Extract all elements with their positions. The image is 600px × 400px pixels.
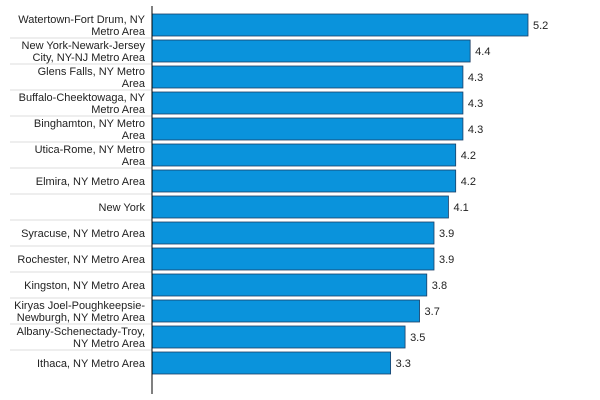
- category-label-line: Albany-Schenectady-Troy,: [17, 326, 145, 338]
- category-label: Glens Falls, NY Metro Area: [38, 66, 146, 90]
- data-label: 3.3: [396, 358, 411, 370]
- category-label: Binghamton, NY Metro Area: [34, 118, 146, 142]
- bar: [151, 325, 406, 349]
- data-label: 4.4: [475, 46, 490, 58]
- category-label: Kiryas Joel-Poughkeepsie-Newburgh, NY Me…: [14, 300, 146, 324]
- category-label-line: Newburgh, NY Metro Area: [17, 312, 146, 324]
- bar: [151, 273, 428, 297]
- category-label: Syracuse, NY Metro Area: [21, 228, 146, 240]
- data-label: 4.3: [468, 124, 483, 136]
- category-label-line: Glens Falls, NY Metro: [38, 66, 145, 78]
- bar: [151, 195, 449, 219]
- category-label: Albany-Schenectady-Troy, NY Metro Area: [17, 326, 146, 350]
- category-label-line: Metro Area: [91, 104, 146, 116]
- data-label: 3.7: [425, 306, 440, 318]
- bar: [151, 221, 435, 245]
- category-label-line: Kingston, NY Metro Area: [24, 280, 146, 292]
- category-label-line: Syracuse, NY Metro Area: [21, 228, 146, 240]
- data-label: 4.3: [468, 98, 483, 110]
- category-label: Ithaca, NY Metro Area: [37, 358, 146, 370]
- category-label-line: Area: [122, 78, 146, 90]
- bar: [151, 39, 471, 63]
- category-label-line: Area: [122, 130, 146, 142]
- bar: [151, 299, 420, 323]
- category-label: Buffalo-Cheektowaga, NY Metro Area: [19, 92, 146, 116]
- category-label-line: New York: [99, 202, 146, 214]
- category-label-line: Utica-Rome, NY Metro: [35, 144, 145, 156]
- bar: [151, 117, 464, 141]
- category-label: Rochester, NY Metro Area: [17, 254, 145, 266]
- category-label-line: Elmira, NY Metro Area: [36, 176, 146, 188]
- bar-series: [151, 13, 529, 375]
- data-label: 3.8: [432, 280, 447, 292]
- category-label: Watertown-Fort Drum, NY Metro Area: [18, 14, 146, 38]
- bar: [151, 13, 529, 37]
- category-label-line: Watertown-Fort Drum, NY: [18, 14, 145, 26]
- category-label-line: Binghamton, NY Metro: [34, 118, 145, 130]
- category-label: New York-Newark-Jersey City, NY-NJ Metro …: [22, 40, 146, 64]
- category-label-line: Rochester, NY Metro Area: [17, 254, 145, 266]
- data-label: 4.2: [461, 150, 476, 162]
- bar: [151, 143, 457, 167]
- row-separators: [10, 37, 152, 351]
- data-label: 4.3: [468, 72, 483, 84]
- category-label-line: Ithaca, NY Metro Area: [37, 358, 146, 370]
- category-label: Elmira, NY Metro Area: [36, 176, 146, 188]
- category-label-line: New York-Newark-Jersey: [22, 40, 146, 52]
- category-label: New York: [99, 202, 146, 214]
- bar: [151, 91, 464, 115]
- category-label-line: City, NY-NJ Metro Area: [33, 52, 146, 64]
- bar: [151, 351, 392, 375]
- data-label: 3.5: [410, 332, 425, 344]
- bar: [151, 65, 464, 89]
- category-label: Utica-Rome, NY Metro Area: [35, 144, 146, 168]
- bar: [151, 169, 457, 193]
- data-label: 4.2: [461, 176, 476, 188]
- category-label-line: Buffalo-Cheektowaga, NY: [19, 92, 146, 104]
- bar: [151, 247, 435, 271]
- data-label: 5.2: [533, 20, 548, 32]
- category-label: Kingston, NY Metro Area: [24, 280, 146, 292]
- category-label-line: Kiryas Joel-Poughkeepsie-: [14, 300, 145, 312]
- category-label-line: Area: [122, 156, 146, 168]
- data-label: 4.1: [453, 202, 468, 214]
- data-label: 3.9: [439, 228, 454, 240]
- category-label-line: NY Metro Area: [73, 338, 146, 350]
- value-labels: 5.2 4.4 4.3 4.3 4.3 4.2 4.2 4.1 3.9 3.9 3.8 3.7 3.5 3…: [396, 20, 549, 370]
- category-label-line: Metro Area: [91, 26, 146, 38]
- data-label: 3.9: [439, 254, 454, 266]
